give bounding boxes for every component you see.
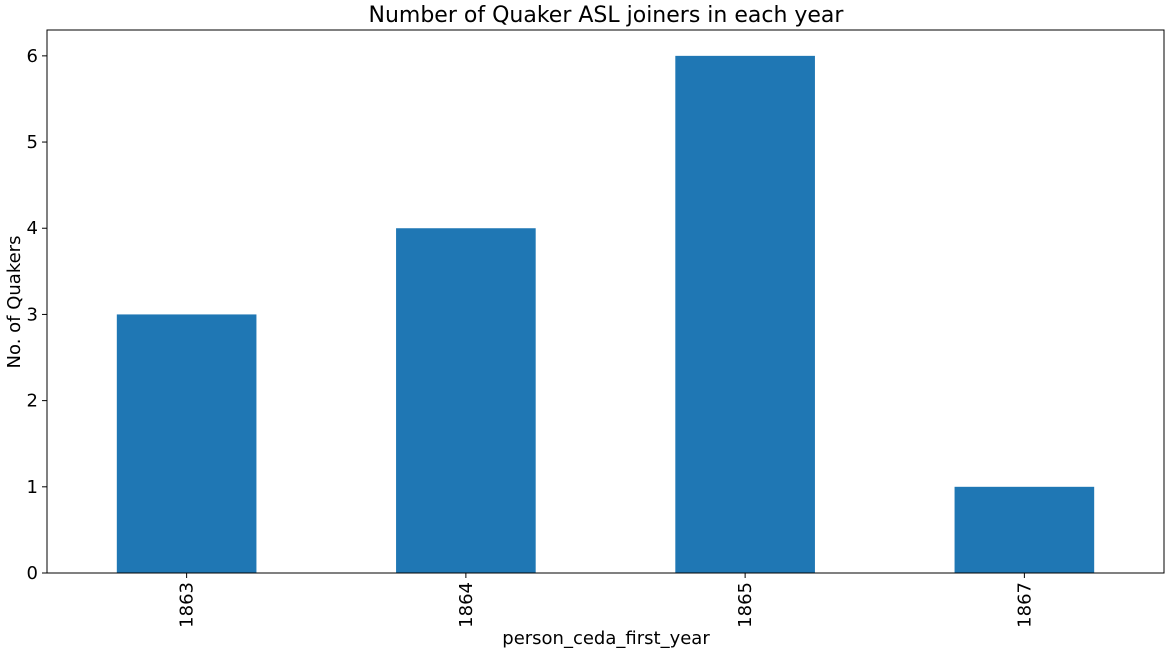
y-tick-label-4: 4: [27, 218, 38, 239]
chart-title: Number of Quaker ASL joiners in each yea…: [369, 3, 845, 28]
y-tick-label-5: 5: [27, 132, 38, 153]
y-axis-label: No. of Quakers: [4, 236, 25, 369]
x-tick-label-1863: 1863: [177, 582, 198, 628]
bar-1865: [675, 55, 815, 574]
x-tick-label-1865: 1865: [735, 582, 756, 628]
plot-frame: [46, 29, 1165, 574]
y-tick-label-1: 1: [27, 477, 38, 498]
bar-1863: [116, 314, 257, 573]
bar-1864: [396, 228, 536, 573]
x-axis-label: person_ceda_first_year: [502, 628, 710, 649]
y-tick-label-6: 6: [27, 46, 38, 67]
y-tick-label-2: 2: [27, 391, 38, 412]
y-tick-label-3: 3: [27, 304, 38, 325]
bar-1867: [954, 486, 1095, 573]
x-tick-label-1864: 1864: [456, 582, 477, 628]
x-tick-label-1867: 1867: [1014, 582, 1035, 628]
y-tick-label-0: 0: [27, 563, 38, 584]
plot-area: 0 1 2 3 4 5 6 1863 1864 1865 1867: [27, 29, 1165, 628]
